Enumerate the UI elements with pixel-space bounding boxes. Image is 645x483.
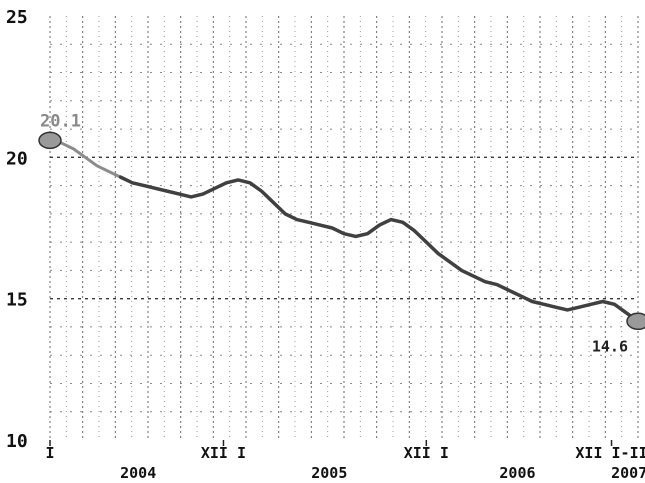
start-value-label: 20.1 — [40, 111, 81, 131]
x-tick-label-year: 2006 — [499, 464, 535, 482]
y-tick-label: 15 — [6, 290, 28, 311]
series-layer — [48, 138, 640, 324]
x-tick-label-month: XII I-II — [575, 444, 645, 462]
start-point-marker — [38, 131, 62, 150]
x-tick-label-year: 2005 — [311, 464, 347, 482]
end-value-label: 14.6 — [592, 337, 628, 355]
x-tick-label-month: I — [45, 444, 54, 462]
series-line-start — [48, 138, 123, 179]
series-line — [118, 175, 640, 324]
y-tick-label: 25 — [6, 7, 28, 28]
x-tick-label-month: XII I — [201, 444, 246, 462]
y-tick-label: 20 — [6, 148, 28, 169]
gridlines — [49, 16, 639, 440]
end-point-marker — [626, 312, 645, 331]
x-tick-label-year: 2004 — [120, 464, 156, 482]
x-tick-label-year: 2007 — [611, 464, 645, 482]
y-tick-label: 10 — [6, 431, 28, 452]
annotations: 20.1 14.6 — [38, 111, 645, 355]
x-tick-label-month: XII I — [404, 444, 449, 462]
axes: 10 15 20 25 I XII I XII I XII I-II 2004 2005 2006 2… — [6, 7, 645, 482]
